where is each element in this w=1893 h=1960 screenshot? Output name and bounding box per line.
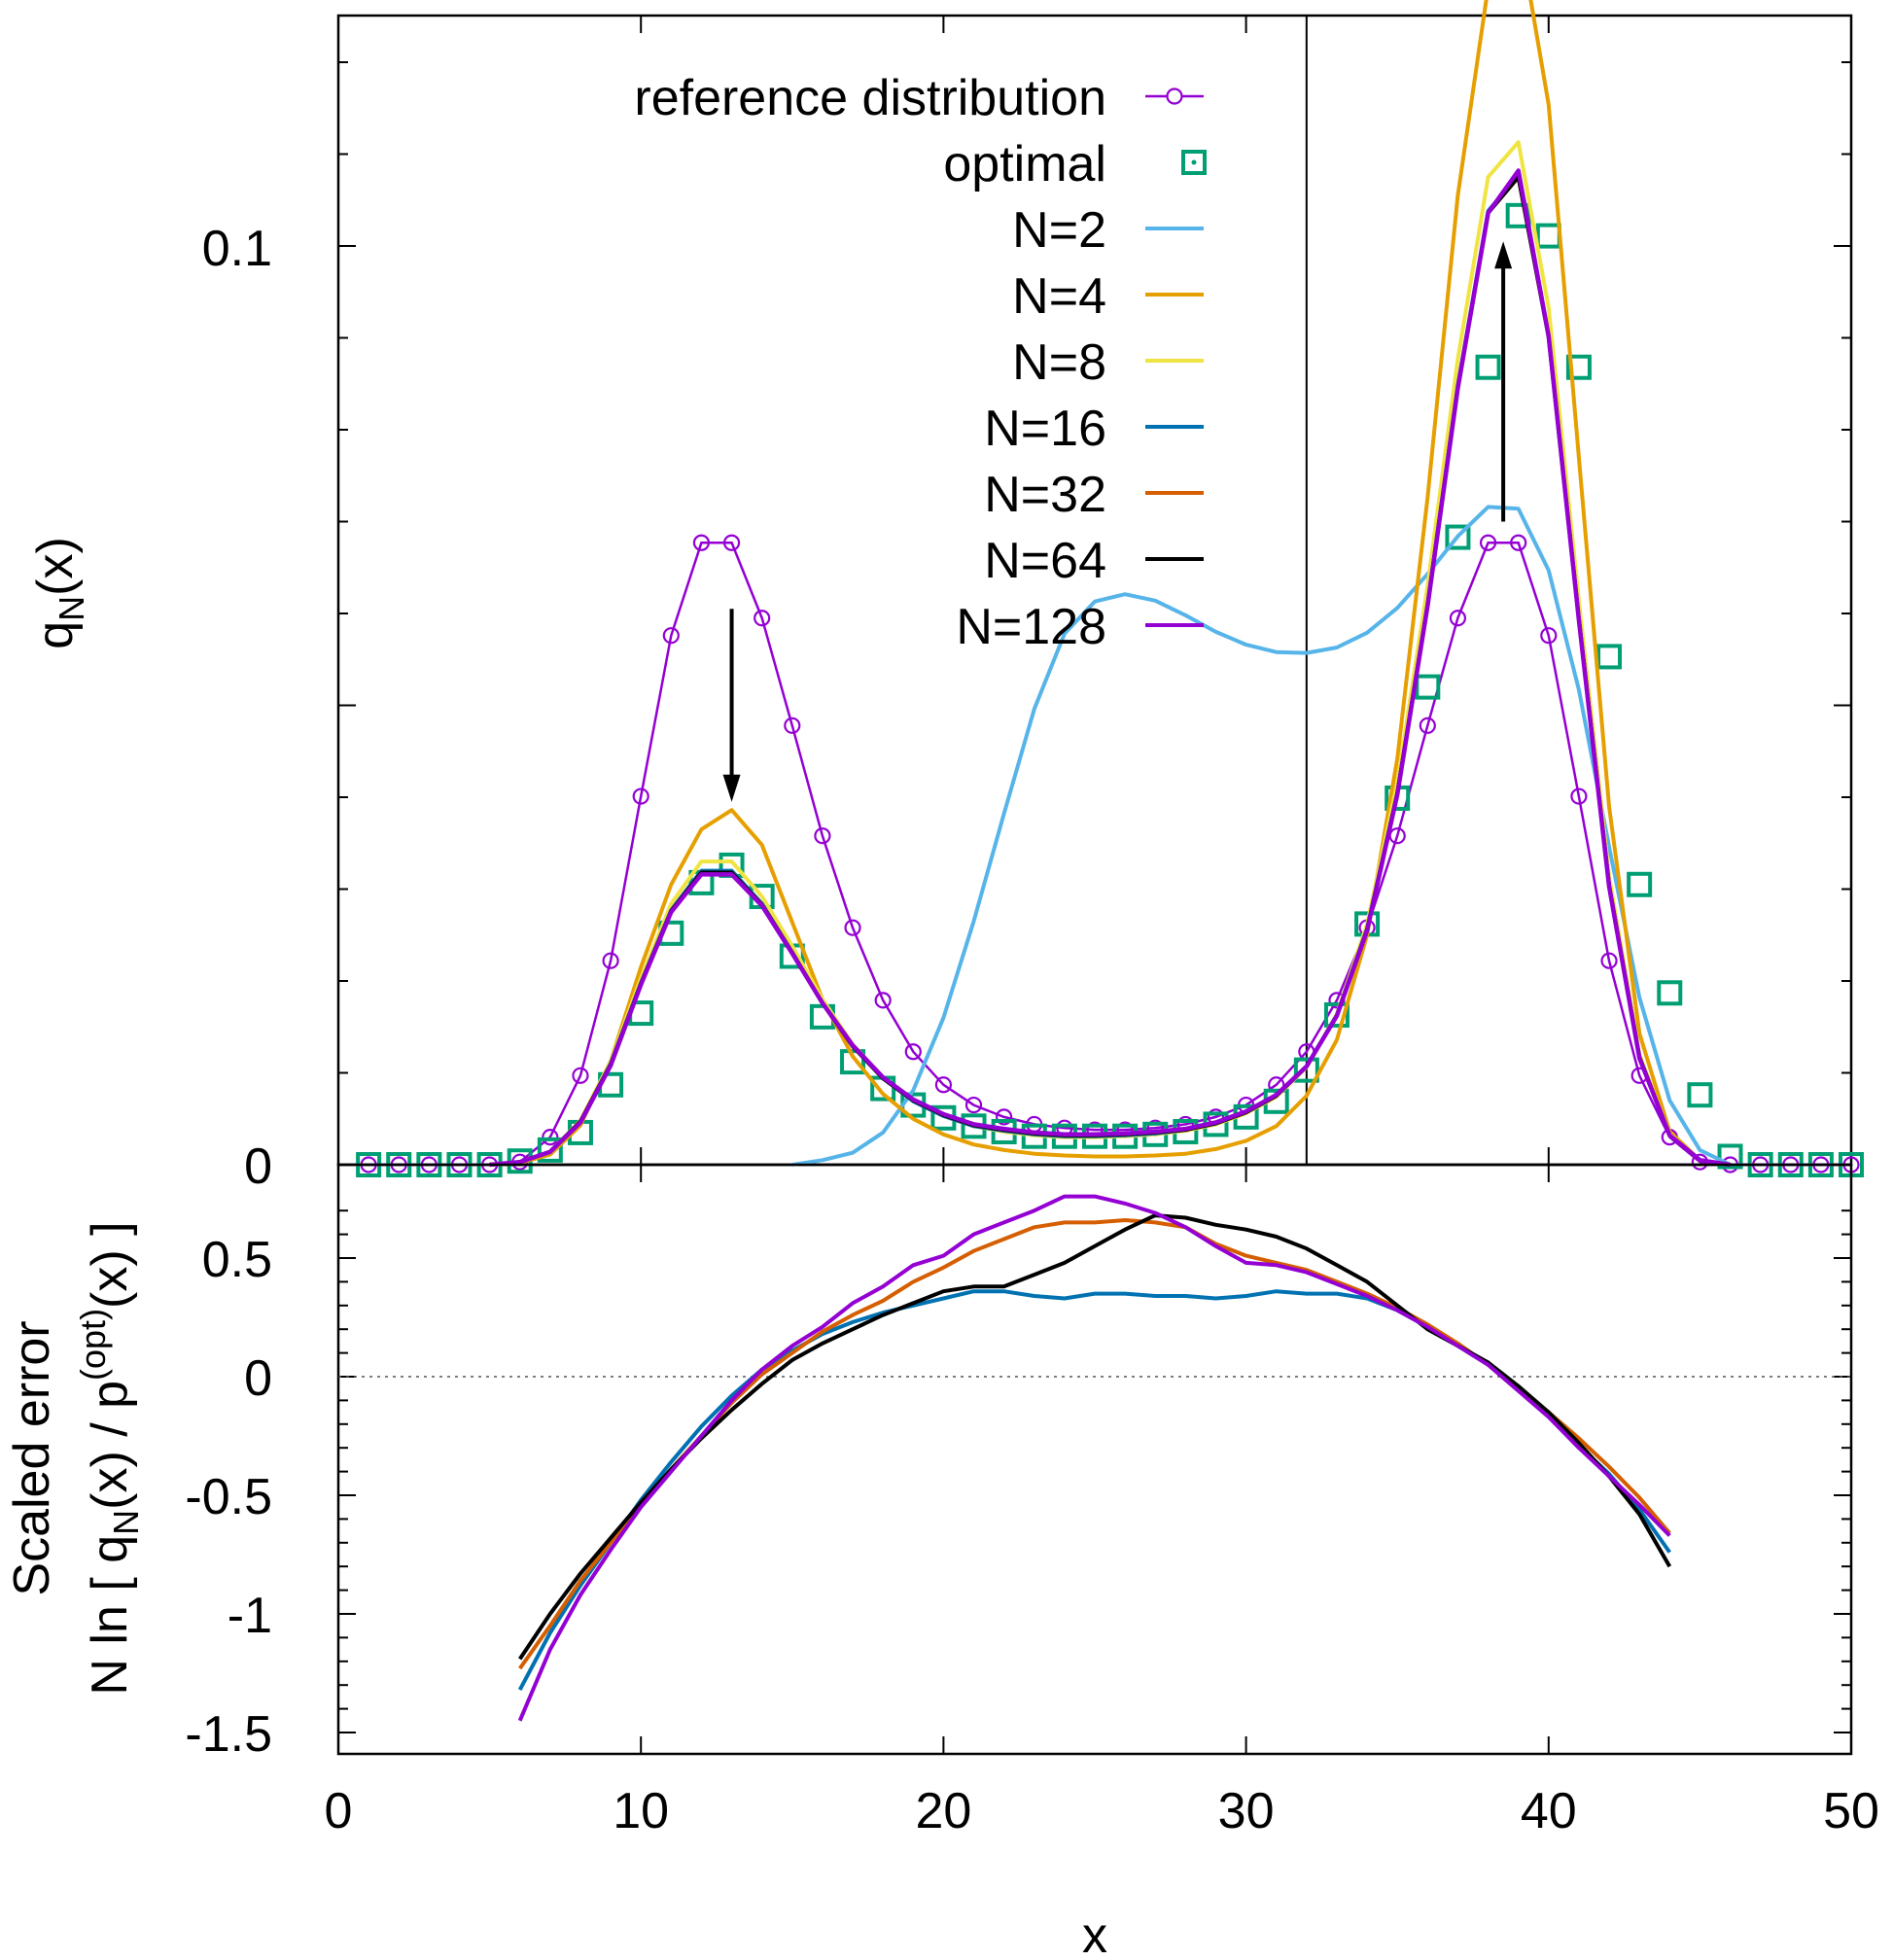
legend-label-n-2: N=2	[1012, 202, 1106, 259]
series-n-4-line	[489, 0, 1731, 1167]
error-series-n-16-line	[517, 1289, 1671, 1692]
legend-label-optimal: optimal	[943, 136, 1106, 192]
reference-point-9	[602, 952, 619, 969]
reference-point-20	[934, 1076, 953, 1094]
legend: reference distribution optimal N=2 N=4 N=8 N=…	[634, 70, 1207, 655]
reference-point-7	[542, 1129, 559, 1146]
x-tick-label-50: 50	[1823, 1783, 1879, 1839]
reference-point-8	[572, 1067, 589, 1084]
top-panel: 0.1 0 qN(x) reference distribution optima…	[27, 0, 1864, 1195]
optimal-point-40	[1535, 223, 1561, 249]
x-tick-label-10: 10	[613, 1783, 669, 1839]
error-series-n-128-line	[517, 1194, 1671, 1722]
legend-label-n-32: N=32	[984, 467, 1106, 523]
top-ytick-label-0.1: 0.1	[202, 221, 272, 277]
reference-point-22	[996, 1108, 1013, 1126]
reference-point-18	[874, 992, 892, 1009]
bottom-panel: 0.5 0 -0.5 -1 -1.5 0 10 20 30 40 50 x Scaled erro…	[4, 1163, 1879, 1960]
reference-point-12	[692, 534, 711, 551]
optimal-point-42	[1596, 644, 1623, 670]
optimal-point-33	[1323, 1001, 1350, 1028]
top-y-axis-title: qN(x)	[27, 537, 91, 649]
reference-point-21	[964, 1096, 983, 1114]
series-reference-distribution-line	[368, 541, 1851, 1167]
x-axis-title: x	[1082, 1908, 1107, 1960]
bottom-y-axis-title-line1: Scaled error	[4, 1320, 60, 1595]
bottom-panel-frame	[336, 1163, 1853, 1756]
bottom-panel-series	[338, 1194, 1851, 1722]
bottom-ytick-label-0: 0	[244, 1350, 272, 1407]
bottom-panel-ticks	[337, 1165, 1852, 1754]
arrow-head-1	[1494, 241, 1513, 269]
bottom-ytick-label-1: -1	[228, 1588, 272, 1644]
reference-point-17	[844, 919, 861, 936]
bottom-ytick-labels: 0.5 0 -0.5 -1 -1.5	[185, 1232, 272, 1763]
reference-point-15	[784, 717, 801, 734]
legend-label-reference-distribution: reference distribution	[634, 70, 1106, 126]
reference-point-42	[1600, 952, 1618, 969]
reference-point-41	[1570, 788, 1588, 805]
arrow-head-0	[722, 774, 741, 802]
x-tick-label-20: 20	[915, 1783, 971, 1839]
reference-point-19	[904, 1043, 922, 1061]
legend-label-n-8: N=8	[1012, 334, 1106, 391]
series-n-128-line	[489, 168, 1731, 1168]
bottom-ytick-label-1-5: -1.5	[185, 1706, 272, 1763]
x-tick-labels: 0 10 20 30 40 50	[325, 1783, 1879, 1839]
optimal-point-7	[537, 1137, 563, 1163]
top-ytick-label-0: 0	[244, 1138, 272, 1195]
reference-point-37	[1449, 610, 1467, 627]
optimal-point-46	[1717, 1143, 1743, 1170]
x-tick-label-30: 30	[1218, 1783, 1275, 1839]
reference-point-14	[754, 610, 771, 627]
optimal-point-32	[1293, 1057, 1319, 1083]
reference-point-39	[1510, 534, 1527, 551]
legend-label-n-128: N=128	[956, 599, 1106, 655]
bottom-y-axis-title-line2: N ln [ qN(x) / p(opt)(x) ]	[73, 1221, 146, 1695]
legend-label-n-64: N=64	[984, 533, 1106, 589]
optimal-point-45	[1687, 1082, 1713, 1108]
reference-point-16	[814, 827, 831, 845]
optimal-point-17	[840, 1049, 866, 1075]
reference-point-40	[1540, 627, 1558, 645]
x-tick-label-0: 0	[325, 1783, 353, 1839]
optimal-point-38	[1475, 354, 1501, 380]
legend-label-n-16: N=16	[984, 401, 1106, 457]
series-n-2-line	[791, 505, 1732, 1167]
optimal-point-37	[1445, 524, 1471, 550]
optimal-point-36	[1415, 674, 1441, 700]
reference-point-36	[1419, 717, 1436, 734]
optimal-point-41	[1565, 354, 1592, 380]
optimal-point-39	[1505, 202, 1531, 228]
bottom-ytick-label-0-5: 0.5	[202, 1232, 272, 1288]
reference-point-10	[632, 788, 649, 805]
legend-swatch-optimal-dot	[1191, 159, 1197, 165]
reference-point-13	[722, 534, 741, 551]
legend-swatch-reference-marker	[1166, 88, 1183, 105]
bottom-ytick-label-0-5: -0.5	[185, 1469, 272, 1525]
reference-point-11	[662, 627, 680, 645]
legend-label-n-4: N=4	[1012, 268, 1106, 325]
reference-point-38	[1479, 534, 1497, 551]
x-tick-label-40: 40	[1521, 1783, 1577, 1839]
series-n-8-line	[489, 140, 1731, 1167]
series-n-16-line	[489, 173, 1731, 1167]
optimal-point-44	[1657, 980, 1683, 1006]
legend-swatch-optimal	[1181, 150, 1207, 175]
series-n-64-line	[489, 175, 1731, 1167]
optimal-point-43	[1627, 871, 1653, 897]
series-n-32-line	[489, 175, 1731, 1167]
